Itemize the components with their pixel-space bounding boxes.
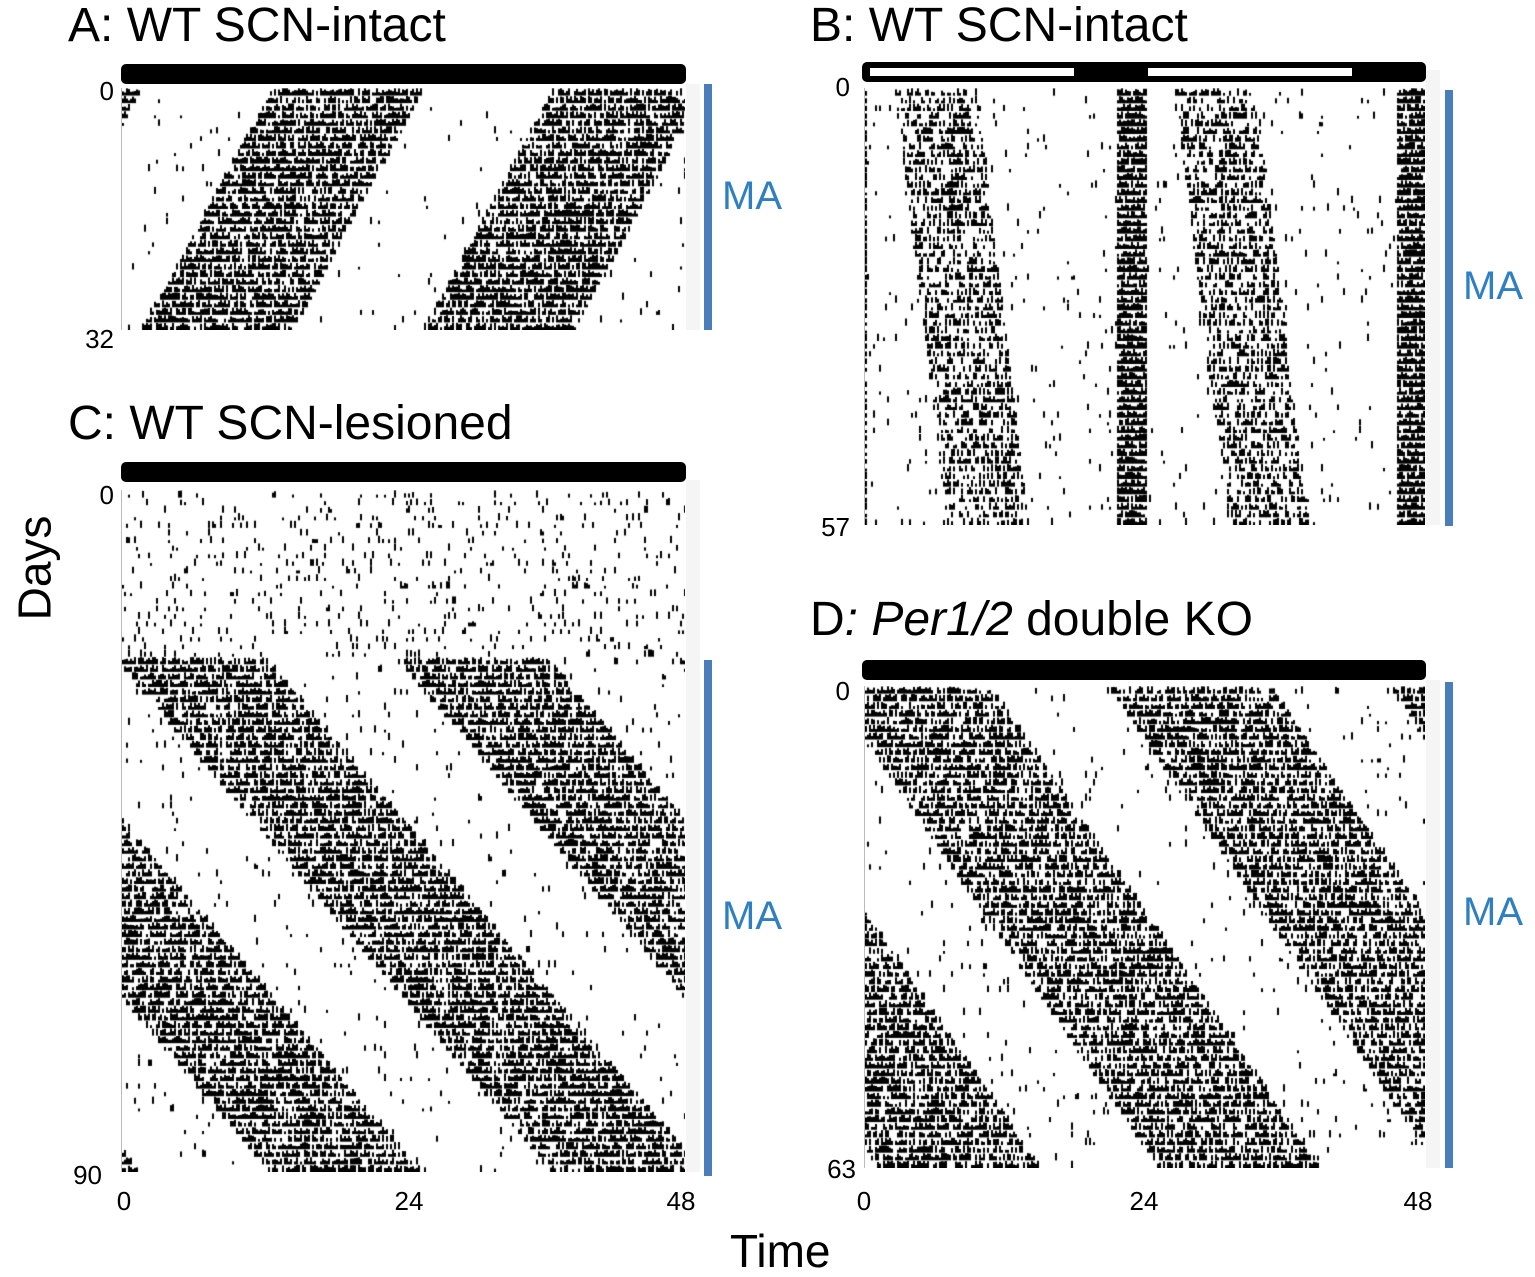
panel-a-y-start: 0 xyxy=(99,76,114,106)
y-axis-label: Days xyxy=(8,515,61,621)
panel-c-ma-bar xyxy=(704,660,712,1176)
panel-a-ma-label: MA xyxy=(722,174,782,218)
panel-b-shade xyxy=(1426,70,1440,525)
panel-c-x-tick-0: 0 xyxy=(116,1186,132,1216)
panel-b-title: B: WT SCN-intact xyxy=(810,0,1188,52)
panel-d-shade xyxy=(1426,680,1440,1168)
panel-a-y-end: 32 xyxy=(85,324,114,354)
panel-c-actogram xyxy=(121,490,685,1172)
panel-d-ma-label: MA xyxy=(1463,890,1523,934)
panel-d-title-colon: : xyxy=(844,593,872,646)
panel-d-x-tick-48: 48 xyxy=(1403,1186,1433,1216)
panel-c-lighting-bar xyxy=(121,462,686,482)
panel-d-title-prefix: D xyxy=(810,593,845,646)
panel-d-ma-bar xyxy=(1445,682,1453,1168)
panel-b-ma-bar xyxy=(1445,90,1453,526)
panel-a-lighting-bar xyxy=(121,64,686,84)
panel-c-x-tick-48: 48 xyxy=(666,1186,696,1216)
panel-a-ma-bar xyxy=(704,84,712,330)
panel-a-title: A: WT SCN-intact xyxy=(68,0,446,52)
panel-b-y-end: 57 xyxy=(821,512,850,542)
panel-d-y-end: 63 xyxy=(827,1154,856,1184)
panel-d-y-start: 0 xyxy=(835,676,850,706)
panel-d-lighting-bar xyxy=(862,660,1426,680)
panel-c-shade xyxy=(686,480,700,1172)
panel-c-y-end: 90 xyxy=(73,1160,102,1190)
panel-d-title: D: Per1/2 double KO xyxy=(810,596,1253,644)
panel-c-ma-label: MA xyxy=(722,894,782,938)
panel-b-lighting-bar xyxy=(862,62,1426,82)
panel-d-actogram xyxy=(864,686,1425,1168)
panel-c-y-start: 0 xyxy=(99,480,114,510)
panel-b-y-start: 0 xyxy=(835,72,850,102)
panel-b-ma-label: MA xyxy=(1463,264,1523,308)
panel-b-light-period-2 xyxy=(1148,68,1352,76)
panel-d-x-tick-0: 0 xyxy=(856,1186,872,1216)
panel-b-actogram xyxy=(864,88,1425,525)
panel-a-shade xyxy=(686,84,700,330)
panel-b-light-period-1 xyxy=(870,68,1074,76)
x-axis-label: Time xyxy=(730,1225,831,1277)
panel-d-title-italic: Per1/2 xyxy=(871,593,1013,646)
panel-c-x-tick-24: 24 xyxy=(394,1186,424,1216)
panel-a-actogram xyxy=(121,88,685,330)
panel-d-x-tick-24: 24 xyxy=(1129,1186,1159,1216)
panel-c-title: C: WT SCN-lesioned xyxy=(68,397,513,450)
panel-d-title-rest: double KO xyxy=(1012,593,1253,646)
